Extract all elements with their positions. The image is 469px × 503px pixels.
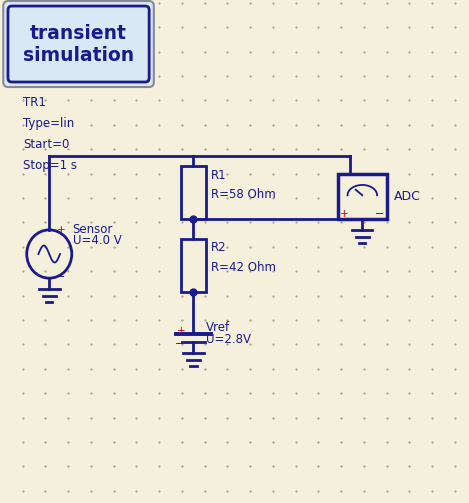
Text: −: − [175,339,184,349]
Text: Vref: Vref [206,321,230,334]
Text: U=2.8V: U=2.8V [206,332,251,346]
Text: −: − [375,209,385,219]
Text: R1: R1 [211,169,227,182]
Text: R2: R2 [211,241,227,255]
Text: +: + [340,209,349,219]
Text: TR1: TR1 [23,96,46,109]
Text: Type=lin: Type=lin [23,117,75,130]
Text: Stop=1 s: Stop=1 s [23,159,77,172]
Text: U=4.0 V: U=4.0 V [73,234,121,247]
Text: Start=0: Start=0 [23,138,70,151]
FancyBboxPatch shape [8,6,149,82]
Bar [338,174,387,219]
Text: Sensor: Sensor [73,223,113,236]
Text: transient
simulation: transient simulation [23,24,134,64]
Text: +: + [177,326,185,336]
Text: +: + [57,225,65,235]
Text: −: − [56,272,66,282]
Text: R=42 Ohm: R=42 Ohm [211,261,276,274]
Text: ADC: ADC [394,190,421,203]
Bar [181,239,206,292]
Bar [181,166,206,219]
Text: R=58 Ohm: R=58 Ohm [211,188,276,201]
FancyBboxPatch shape [3,1,154,87]
